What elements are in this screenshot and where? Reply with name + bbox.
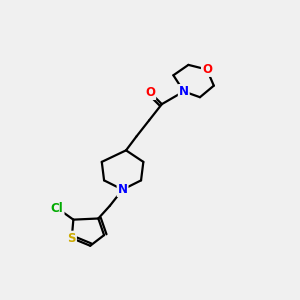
Text: O: O (145, 86, 155, 99)
Text: S: S (68, 232, 76, 244)
Text: N: N (179, 85, 189, 98)
Text: Cl: Cl (51, 202, 64, 214)
Text: O: O (202, 63, 212, 76)
Text: N: N (118, 183, 128, 196)
